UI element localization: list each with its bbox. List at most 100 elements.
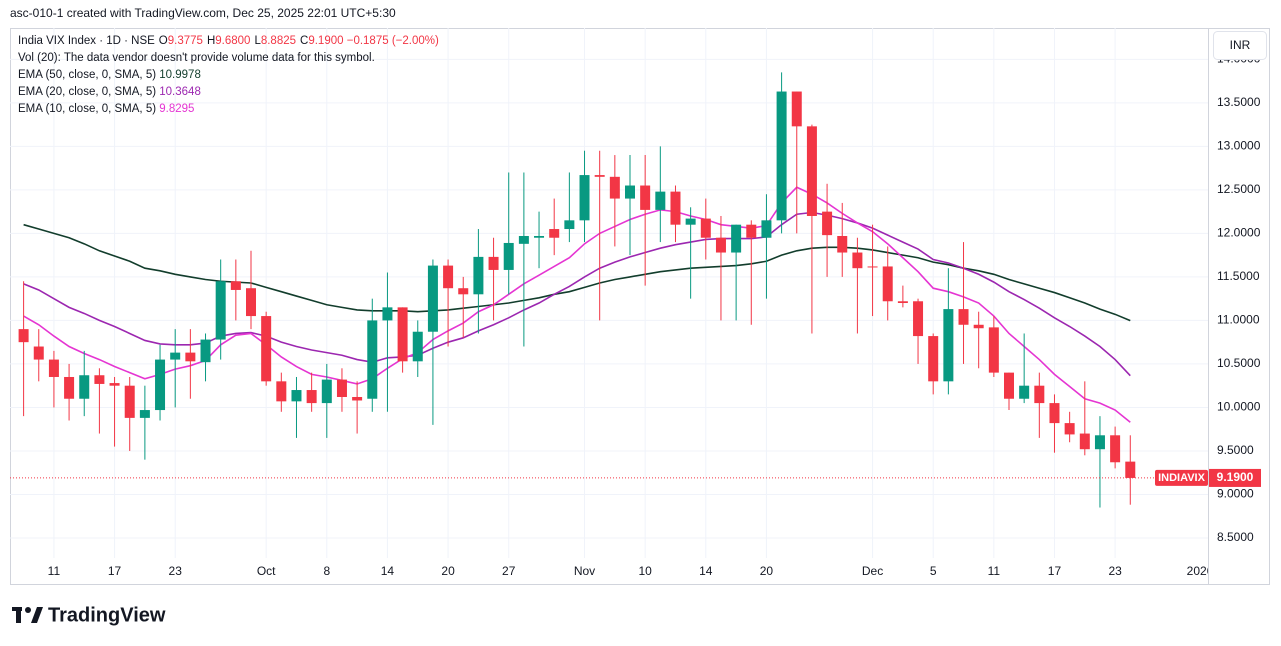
candle-body <box>155 359 166 411</box>
y-tick-label: 11.5000 <box>1217 269 1260 283</box>
x-tick-label: 14 <box>381 564 395 578</box>
ohlc: O9.3775 H9.6800 L8.8825 C9.1900 <box>155 35 344 47</box>
y-tick-label: 9.5000 <box>1217 443 1254 457</box>
candle-body <box>731 224 742 253</box>
x-tick-label: Dec <box>862 564 883 578</box>
candle-body <box>397 307 408 362</box>
ema-line <box>23 223 1131 322</box>
y-tick-label: 10.0000 <box>1217 400 1261 414</box>
candle-body <box>564 220 575 230</box>
x-tick-label: 20 <box>760 564 774 578</box>
candle-body <box>336 379 347 397</box>
candle-body <box>473 256 484 295</box>
x-tick-label: 23 <box>1108 564 1122 578</box>
ohlc-label: O <box>158 35 168 47</box>
x-tick-label: 8 <box>323 564 330 578</box>
candle-body <box>215 281 226 340</box>
y-tick-label: 9.0000 <box>1217 487 1254 501</box>
ohlc-value: 9.1900 <box>308 35 344 47</box>
candle-body <box>18 329 29 343</box>
candle-body <box>185 352 196 362</box>
x-tick-label: 14 <box>699 564 713 578</box>
legend-value: 9.8295 <box>159 103 195 115</box>
price-tag-label: 9.1900 <box>1217 470 1254 484</box>
y-tick-label: 12.5000 <box>1217 182 1261 196</box>
candle-body <box>1019 385 1030 399</box>
candle-body <box>48 359 59 377</box>
candle-body <box>746 224 757 238</box>
candle-body <box>109 383 120 386</box>
frame <box>10 28 1270 585</box>
candle-body <box>625 185 635 199</box>
legend-entry: EMA (20, close, 0, SMA, 5) 10.3648 <box>18 84 439 101</box>
candle-body <box>170 352 181 360</box>
legend-name: EMA (50, close, 0, SMA, 5) <box>18 69 157 81</box>
candle-body <box>640 185 651 210</box>
y-tick-label: 12.0000 <box>1217 226 1261 240</box>
candle-body <box>549 229 560 238</box>
candle-body <box>943 309 954 382</box>
y-tick-label: 11.0000 <box>1217 313 1260 327</box>
currency-button[interactable]: INR <box>1230 38 1251 52</box>
candle-body <box>988 327 999 373</box>
legend-entry: EMA (10, close, 0, SMA, 5) 9.8295 <box>18 101 439 118</box>
ohlc-label: H <box>206 35 216 47</box>
legend-entry: EMA (50, close, 0, SMA, 5) 10.9978 <box>18 67 439 84</box>
candle-body <box>1049 403 1060 424</box>
legend: India VIX Index · 1D · NSE O9.3775 H9.6800… <box>18 33 439 118</box>
x-tick-label: Nov <box>574 564 595 578</box>
x-tick-label: 11 <box>988 564 1001 578</box>
price-tag-box <box>1209 468 1261 487</box>
candle-body <box>852 252 863 269</box>
candle-body <box>427 265 438 332</box>
legend-line: India VIX Index · 1D · NSE O9.3775 H9.6800… <box>18 33 439 50</box>
candle-body <box>579 175 590 221</box>
candle-body <box>761 220 772 238</box>
x-tick-label: 11 <box>48 564 61 578</box>
candle-body <box>1125 461 1136 478</box>
candle-body <box>534 235 545 238</box>
candle-body <box>412 331 423 362</box>
candle-body <box>503 242 514 270</box>
candle-body <box>670 191 681 225</box>
candle-body <box>609 176 620 199</box>
candle-body <box>321 379 332 404</box>
candle-body <box>306 390 317 404</box>
legend-value: 10.3648 <box>159 86 201 98</box>
legend-name: EMA (20, close, 0, SMA, 5) <box>18 86 157 98</box>
ema-line <box>23 211 1131 377</box>
candle-body <box>79 375 90 399</box>
x-tick-label: 23 <box>169 564 183 578</box>
symbol-title: India VIX Index · 1D · NSE <box>18 35 155 47</box>
ema-line <box>23 186 1131 423</box>
x-tick-label: 10 <box>638 564 652 578</box>
candle-body <box>867 266 878 268</box>
candle-body <box>230 281 241 290</box>
y-tick-label: 8.5000 <box>1217 530 1254 544</box>
candle-body <box>367 320 378 399</box>
price-tag-name: INDIAVIX <box>1158 472 1206 484</box>
candle-body <box>1064 423 1075 435</box>
candle-body <box>958 309 969 325</box>
ohlc-value: 9.3775 <box>167 35 203 47</box>
candle-body <box>1094 435 1105 450</box>
candle-body <box>488 256 499 270</box>
brand-logo <box>12 607 43 623</box>
x-tick-label: 17 <box>108 564 122 578</box>
candle-body <box>1110 435 1121 463</box>
candle-body <box>897 301 908 304</box>
candle-body <box>33 346 44 360</box>
candle-body <box>822 211 833 236</box>
candle-body <box>882 266 893 302</box>
candle-body <box>715 237 726 253</box>
time-axis: 11 17 23 Oct 8 14 20 27 Nov 10 14 20 Dec 5 11 17 23 2026 <box>48 564 1208 578</box>
volume-note: Vol (20): The data vendor doesn't provid… <box>18 52 375 64</box>
candle-body <box>806 126 817 216</box>
caption: asc-010-1 created with TradingView.com, … <box>10 6 396 20</box>
candle-body <box>246 288 256 317</box>
plot <box>10 28 1208 558</box>
ohlc-value: 9.6800 <box>215 35 251 47</box>
candle-body <box>291 390 302 402</box>
currency-button-bg <box>1213 31 1267 60</box>
